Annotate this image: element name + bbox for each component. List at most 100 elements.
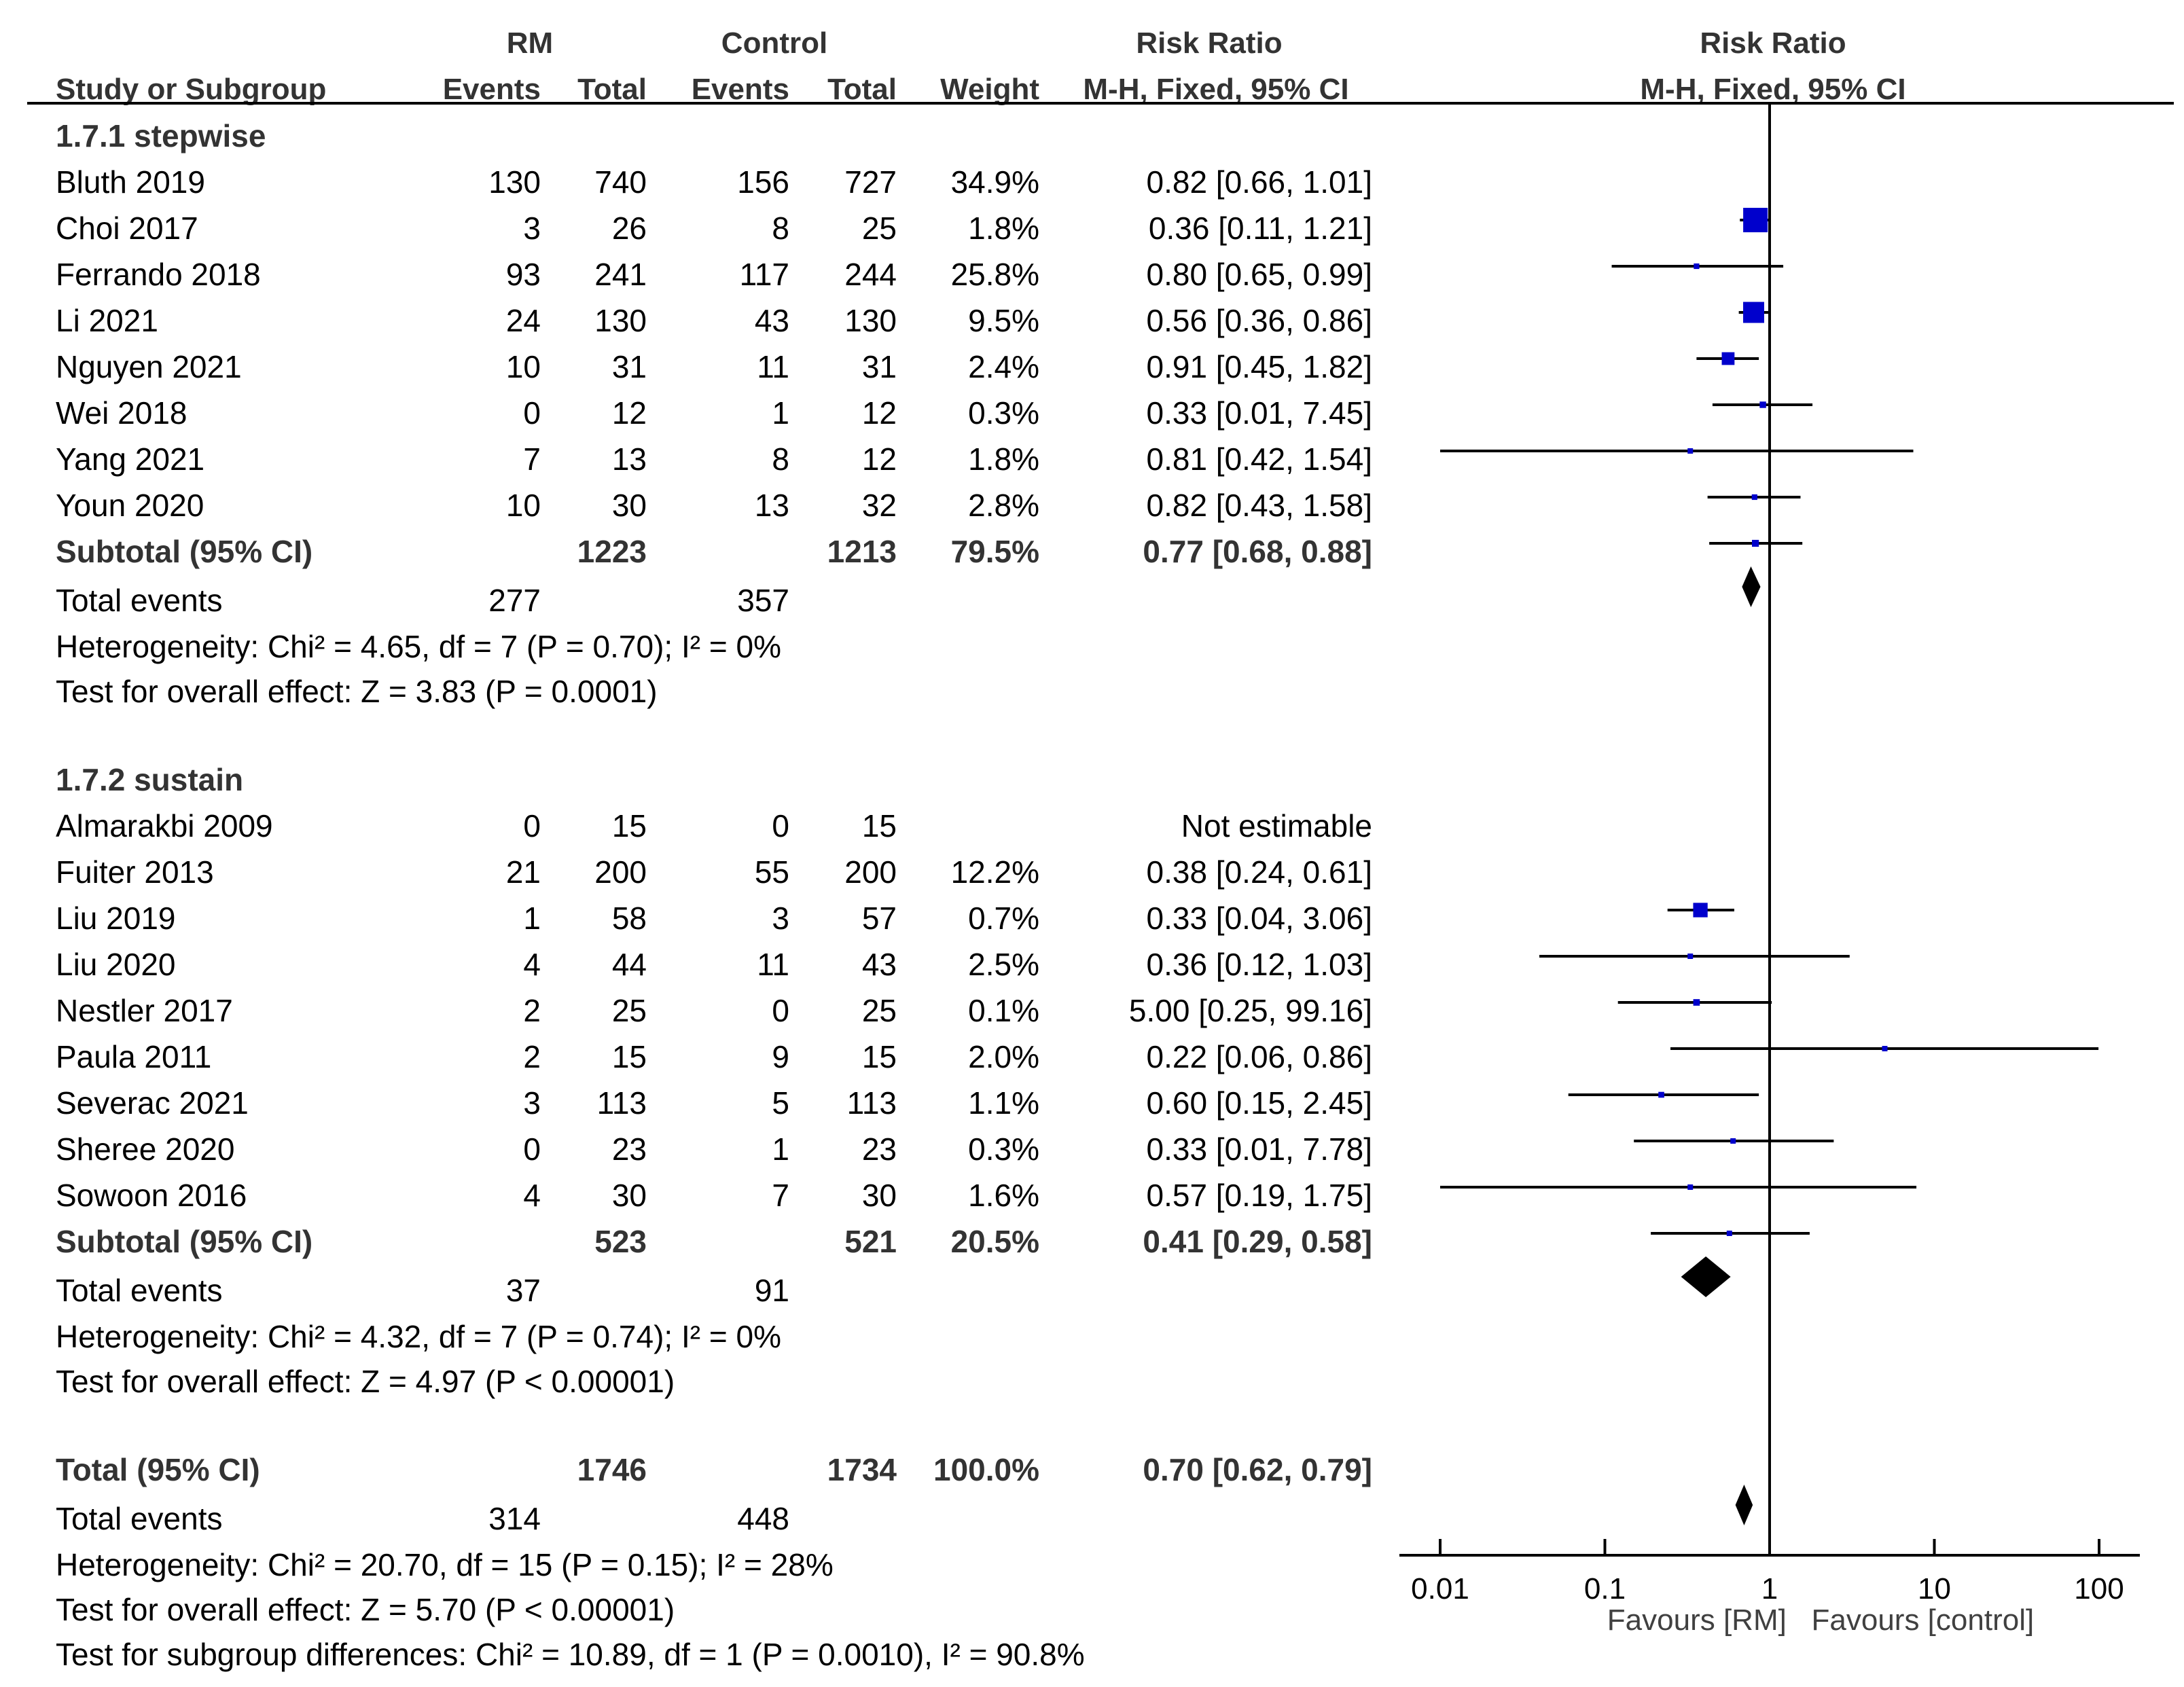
study-column-header: Study or Subgroup (56, 73, 327, 106)
group-label: 1.7.2 sustain (56, 762, 244, 797)
study-label: Liu 2020 (56, 947, 176, 982)
cell-ctrl-events: 11 (757, 349, 789, 384)
cell-ci: 0.22 [0.06, 0.86] (1146, 1039, 1373, 1074)
cell-ctrl-total: 25 (861, 211, 897, 246)
cell-weight: 0.3% (968, 1131, 1039, 1167)
cell-rm-events: 21 (505, 854, 541, 890)
x-tick-label: 1 (1761, 1572, 1778, 1606)
cell-ctrl-total: 12 (861, 395, 897, 431)
cell-rm-events: 4 (523, 1178, 541, 1213)
rm-events-header: Events (442, 73, 541, 106)
cell-rm-total: 15 (611, 808, 647, 844)
cell-ci: 0.56 [0.36, 0.86] (1146, 303, 1373, 338)
study-marker (1687, 448, 1694, 454)
cell-rm-events: 2 (523, 993, 541, 1028)
cell-rm-total: 241 (594, 257, 647, 292)
study-marker (1726, 1231, 1732, 1236)
study-label: Sheree 2020 (56, 1131, 235, 1167)
study-marker (1721, 352, 1735, 365)
cell-rm-total: 130 (594, 303, 647, 338)
cell-ctrl-events: 5 (772, 1085, 789, 1121)
cell-ctrl-events: 8 (772, 211, 789, 246)
study-marker (1693, 903, 1708, 918)
cell-ci: 0.38 [0.24, 0.61] (1146, 854, 1373, 890)
study-label: Almarakbi 2009 (56, 808, 273, 844)
cell-weight: 1.8% (968, 441, 1039, 477)
events-label: Total events (56, 583, 223, 618)
cell-rm-total: 1223 (577, 534, 647, 569)
cell-weight: 2.8% (968, 488, 1039, 523)
cell-ci: Not estimable (1181, 808, 1372, 844)
note-label: Heterogeneity: Chi² = 4.32, df = 7 (P = … (56, 1319, 781, 1354)
subtotal-label: Total (95% CI) (56, 1452, 260, 1487)
x-tick-label: 0.1 (1584, 1572, 1626, 1606)
cell-rm-total: 44 (611, 947, 647, 982)
subtotal-label: Subtotal (95% CI) (56, 534, 313, 569)
cell-rm-events: 2 (523, 1039, 541, 1074)
cell-ctrl-events: 43 (754, 303, 789, 338)
group-label: 1.7.1 stepwise (56, 118, 266, 153)
cell-rm-total: 740 (594, 164, 647, 200)
ci-plot-header: M-H, Fixed, 95% CI (1640, 73, 1906, 106)
cell-rm-events: 0 (523, 395, 541, 431)
control-events-header: Events (691, 73, 789, 106)
note-label: Test for overall effect: Z = 5.70 (P < 0… (56, 1592, 675, 1627)
study-label: Youn 2020 (56, 488, 204, 523)
cell-rm-total: 30 (611, 488, 647, 523)
control-total-header: Total (827, 73, 897, 106)
cell-ctrl-events: 357 (737, 583, 789, 618)
events-label: Total events (56, 1273, 223, 1308)
note-label: Heterogeneity: Chi² = 20.70, df = 15 (P … (56, 1547, 834, 1582)
cell-rm-total: 1746 (577, 1452, 647, 1487)
cell-ctrl-events: 1 (772, 395, 789, 431)
study-marker (1752, 539, 1759, 547)
cell-weight: 34.9% (950, 164, 1039, 200)
cell-rm-events: 37 (505, 1273, 541, 1308)
cell-rm-events: 314 (488, 1501, 541, 1536)
study-marker (1658, 1091, 1664, 1098)
cell-rm-total: 200 (594, 854, 647, 890)
cell-ci: 0.36 [0.12, 1.03] (1146, 947, 1373, 982)
cell-ci: 0.77 [0.68, 0.88] (1143, 534, 1372, 569)
weight-header: Weight (940, 73, 1039, 106)
cell-rm-total: 58 (611, 901, 647, 936)
cell-rm-events: 7 (523, 441, 541, 477)
cell-rm-events: 130 (488, 164, 541, 200)
cell-ctrl-total: 43 (861, 947, 897, 982)
cell-weight: 1.6% (968, 1178, 1039, 1213)
cell-rm-total: 26 (611, 211, 647, 246)
summary-diamond (1735, 1485, 1753, 1525)
cell-rm-total: 30 (611, 1178, 647, 1213)
header-rule (27, 102, 2174, 105)
cell-ctrl-events: 156 (737, 164, 789, 200)
cell-ctrl-total: 12 (861, 441, 897, 477)
cell-weight: 0.7% (968, 901, 1039, 936)
cell-ci: 0.41 [0.29, 0.58] (1143, 1224, 1372, 1259)
cell-ci: 5.00 [0.25, 99.16] (1128, 993, 1372, 1028)
cell-ci: 0.70 [0.62, 0.79] (1143, 1452, 1372, 1487)
study-label: Choi 2017 (56, 211, 198, 246)
study-marker (1687, 1184, 1694, 1190)
cell-weight: 100.0% (933, 1452, 1039, 1487)
cell-ctrl-total: 1734 (827, 1452, 897, 1487)
cell-rm-total: 23 (611, 1131, 647, 1167)
study-label: Ferrando 2018 (56, 257, 261, 292)
cell-weight: 9.5% (968, 303, 1039, 338)
cell-ctrl-events: 11 (757, 947, 789, 982)
cell-ctrl-events: 0 (772, 993, 789, 1028)
cell-rm-total: 523 (594, 1224, 647, 1259)
cell-rm-events: 10 (505, 488, 541, 523)
cell-rm-events: 4 (523, 947, 541, 982)
favours-labels: Favours [RM] Favours [control] (1522, 1601, 2119, 1639)
cell-weight: 1.8% (968, 211, 1039, 246)
note-label: Heterogeneity: Chi² = 4.65, df = 7 (P = … (56, 629, 781, 664)
study-marker (1694, 263, 1700, 270)
cell-weight: 25.8% (950, 257, 1039, 292)
cell-ctrl-events: 9 (772, 1039, 789, 1074)
cell-rm-events: 3 (523, 211, 541, 246)
study-marker (1743, 302, 1764, 323)
cell-ci: 0.57 [0.19, 1.75] (1146, 1178, 1373, 1213)
study-label: Wei 2018 (56, 395, 187, 431)
